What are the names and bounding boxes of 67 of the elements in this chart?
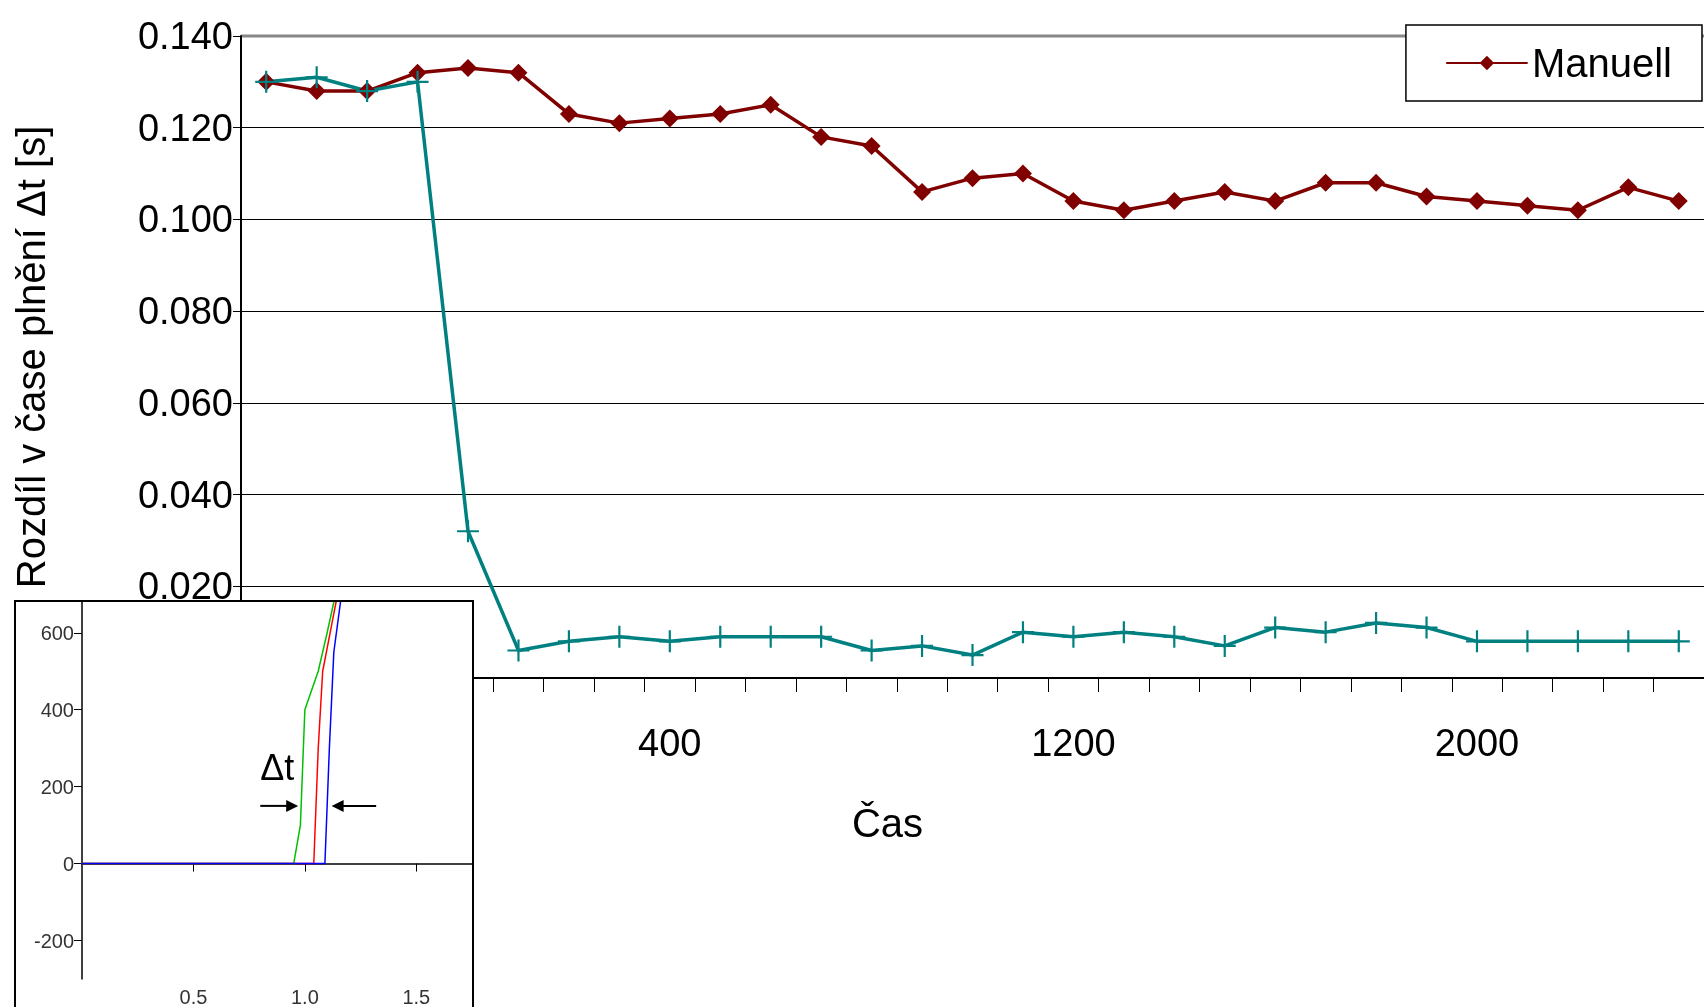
point <box>610 114 629 133</box>
y-tick-label: 0 <box>62 852 74 875</box>
point <box>1316 173 1335 192</box>
point <box>559 104 578 123</box>
point <box>608 625 631 648</box>
point <box>406 70 429 93</box>
point <box>1062 625 1085 648</box>
point <box>1568 201 1587 220</box>
x-tick-label: 2000 <box>1434 722 1520 764</box>
y-tick-label: 0.120 <box>137 106 233 149</box>
y-tick-label: 0.020 <box>137 565 233 608</box>
point <box>1467 192 1486 211</box>
point <box>1011 621 1034 644</box>
x-tick-label: 1.5 <box>402 986 431 1007</box>
point <box>1264 616 1287 639</box>
x-tick-label: 400 <box>638 722 702 764</box>
point <box>1367 173 1386 192</box>
point <box>658 630 681 653</box>
y-tick-label: 200 <box>40 775 74 798</box>
y-tick-label: 0.140 <box>137 15 233 57</box>
point <box>305 66 328 89</box>
y-tick-label: 600 <box>40 621 74 644</box>
point <box>860 639 883 662</box>
point <box>1163 625 1186 648</box>
point <box>862 137 881 156</box>
y-tick-label: -200 <box>33 929 74 952</box>
y-tick-label: 0.040 <box>137 473 233 516</box>
point <box>913 182 932 201</box>
y-tick-label: 400 <box>40 698 74 721</box>
legend-label: Manuell <box>1531 41 1672 85</box>
point <box>1064 192 1083 211</box>
y-axis-title: Rozdíl v čase plnění Δt [s] <box>9 125 53 589</box>
point <box>459 59 478 78</box>
x-axis-title: Čas <box>851 801 924 845</box>
point <box>1213 634 1236 657</box>
x-tick-label: 0.5 <box>179 986 208 1007</box>
point <box>660 109 679 128</box>
point <box>911 634 934 657</box>
x-tick-label: 1.0 <box>290 986 319 1007</box>
point <box>1266 192 1285 211</box>
point <box>711 104 730 123</box>
point <box>1165 192 1184 211</box>
point <box>557 630 580 653</box>
y-tick-label: 0.080 <box>137 290 233 333</box>
x-tick-label: 1200 <box>1031 722 1116 764</box>
point <box>761 95 780 114</box>
point <box>509 63 528 82</box>
point <box>1215 182 1234 201</box>
point <box>1518 196 1537 215</box>
point <box>1112 621 1135 644</box>
point <box>1365 611 1388 634</box>
y-tick-label: 0.060 <box>137 381 233 424</box>
point <box>1619 178 1638 197</box>
y-tick-label: 0.100 <box>137 198 233 241</box>
point <box>457 520 480 543</box>
point <box>812 127 831 146</box>
point <box>307 82 326 101</box>
point <box>1415 616 1438 639</box>
point <box>507 639 530 662</box>
point <box>963 169 982 188</box>
point <box>1417 187 1436 206</box>
point <box>1669 192 1688 211</box>
point <box>1314 621 1337 644</box>
point <box>1013 164 1032 183</box>
annotation: Δt <box>260 747 295 789</box>
point <box>961 644 984 667</box>
point <box>1114 201 1133 220</box>
